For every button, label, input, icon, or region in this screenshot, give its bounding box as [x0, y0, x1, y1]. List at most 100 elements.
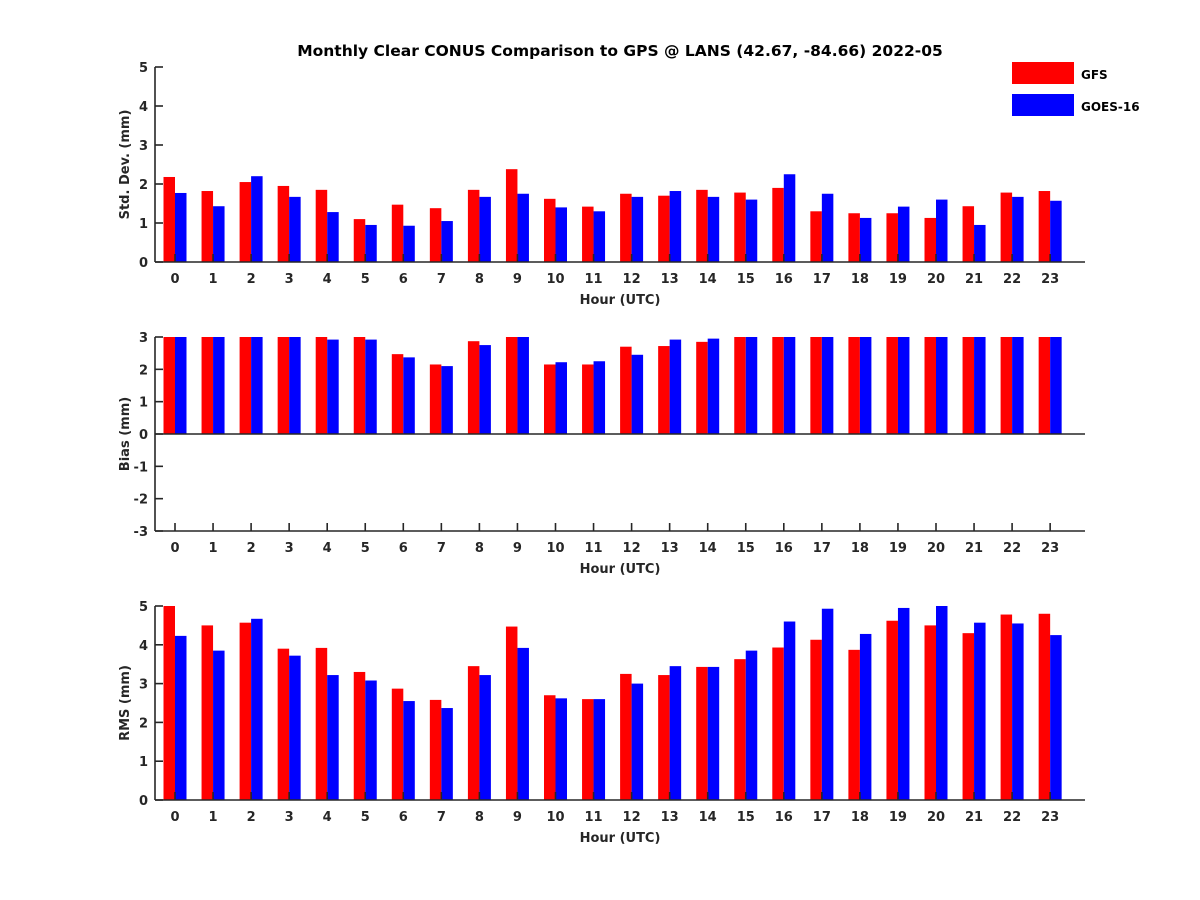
bias-bar-goes16-9: [517, 337, 529, 434]
bias-bar-goes16-20: [936, 337, 948, 434]
bias-bar-gfs-19: [886, 337, 898, 434]
rms-xtick-label: 23: [1041, 810, 1059, 825]
rms-bar-gfs-16: [772, 647, 784, 800]
bias-xtick-label: 10: [546, 541, 564, 556]
rms-bar-gfs-11: [582, 699, 594, 800]
std-dev-ytick-label: 5: [139, 61, 148, 76]
std-dev-bar-gfs-4: [315, 189, 328, 262]
bias-bar-gfs-9: [505, 337, 518, 434]
bias-bar-goes16-4: [327, 339, 339, 434]
rms-bar-goes16-10: [555, 698, 567, 800]
std-dev-bar-goes16-23: [1050, 200, 1062, 262]
std-dev-bar-goes16-5: [365, 224, 377, 262]
rms-bar-gfs-5: [353, 671, 366, 800]
bias-bar-goes16-16: [783, 337, 796, 434]
bias-xtick-label: 17: [813, 541, 831, 556]
std-dev-xtick-label: 4: [323, 272, 332, 287]
bias-xtick-label: 19: [889, 541, 907, 556]
bias-bar-gfs-18: [848, 337, 860, 434]
bias-bar-gfs-13: [658, 346, 670, 434]
rms-bar-goes16-14: [707, 666, 720, 800]
bias-xtick-label: 11: [585, 541, 603, 556]
std-dev-ytick-label: 1: [139, 217, 148, 232]
std-dev-bar-gfs-5: [353, 219, 366, 262]
rms-bar-goes16-8: [479, 675, 491, 800]
rms-bar-gfs-8: [467, 666, 480, 800]
rms-bar-goes16-4: [327, 675, 339, 800]
rms-bar-gfs-2: [239, 622, 252, 800]
bias-xtick-label: 23: [1041, 541, 1059, 556]
rms-xtick-label: 15: [737, 810, 755, 825]
rms-bar-goes16-12: [631, 683, 644, 800]
std-dev-bar-goes16-11: [593, 211, 606, 262]
std-dev-xtick-label: 22: [1003, 272, 1021, 287]
std-dev-bar-gfs-16: [772, 187, 784, 262]
rms-ytick-label: 2: [139, 716, 148, 731]
std-dev-bar-gfs-10: [544, 198, 556, 262]
legend-label-gfs: GFS: [1081, 68, 1108, 82]
std-dev-xtick-label: 7: [437, 272, 446, 287]
rms-bar-goes16-18: [859, 633, 872, 800]
std-dev-xtick-label: 0: [170, 272, 179, 287]
bias-xtick-label: 16: [775, 541, 793, 556]
rms-xtick-label: 11: [585, 810, 603, 825]
rms-xtick-label: 3: [285, 810, 294, 825]
rms-bar-gfs-20: [924, 625, 936, 800]
rms-bar-goes16-7: [441, 708, 453, 800]
bias-bar-goes16-11: [593, 361, 606, 434]
rms-bar-goes16-15: [745, 650, 758, 800]
rms-xtick-label: 22: [1003, 810, 1021, 825]
rms-ytick-label: 5: [139, 600, 148, 615]
std-dev-bar-goes16-4: [327, 212, 339, 262]
bias-bar-goes16-10: [555, 362, 567, 434]
rms-xtick-label: 6: [399, 810, 408, 825]
rms-ytick-label: 3: [139, 678, 148, 693]
rms-bar-gfs-19: [886, 620, 898, 800]
bias-xtick-label: 3: [285, 541, 294, 556]
rms-bar-gfs-0: [163, 606, 175, 800]
bias-bar-gfs-11: [582, 364, 594, 434]
rms-bar-goes16-5: [365, 680, 377, 800]
std-dev-xtick-label: 14: [699, 272, 717, 287]
bias-bar-goes16-21: [974, 337, 986, 434]
bias-bar-gfs-22: [1000, 337, 1013, 434]
bias-xtick-label: 6: [399, 541, 408, 556]
bias-xtick-label: 20: [927, 541, 945, 556]
std-dev-bar-goes16-22: [1012, 196, 1024, 262]
bias-ylabel: Bias (mm): [118, 397, 133, 471]
rms-bar-gfs-3: [277, 648, 290, 800]
std-dev-bar-goes16-3: [289, 196, 301, 262]
std-dev-bar-gfs-17: [810, 211, 822, 262]
rms-xtick-label: 13: [661, 810, 679, 825]
rms-bar-goes16-17: [821, 608, 834, 800]
bias-xtick-label: 7: [437, 541, 446, 556]
rms-bar-goes16-0: [175, 635, 187, 800]
bias-ytick-label: 0: [139, 428, 148, 443]
rms-bar-goes16-2: [251, 618, 263, 800]
std-dev-xtick-label: 1: [209, 272, 218, 287]
std-dev-xtick-label: 8: [475, 272, 484, 287]
std-dev-bar-gfs-8: [467, 189, 480, 262]
bias-xtick-label: 15: [737, 541, 755, 556]
rms-xtick-label: 20: [927, 810, 945, 825]
std-dev-bar-gfs-20: [924, 217, 936, 262]
std-dev-bar-goes16-6: [403, 225, 415, 262]
std-dev-bar-gfs-11: [582, 206, 594, 262]
std-dev-ylabel: Std. Dev. (mm): [118, 110, 133, 220]
rms-ytick-label: 0: [139, 794, 148, 809]
std-dev-bar-goes16-9: [517, 193, 529, 262]
std-dev-bar-gfs-13: [658, 195, 670, 262]
std-dev-ytick-label: 3: [139, 139, 148, 154]
std-dev-bar-goes16-16: [783, 174, 796, 262]
bias-bar-gfs-20: [924, 337, 936, 434]
rms-bar-goes16-20: [936, 606, 948, 800]
std-dev-xtick-label: 23: [1041, 272, 1059, 287]
std-dev-xtick-label: 20: [927, 272, 945, 287]
rms-xtick-label: 16: [775, 810, 793, 825]
bias-bar-gfs-6: [391, 354, 404, 434]
std-dev-bar-gfs-15: [734, 192, 746, 262]
std-dev-xtick-label: 9: [513, 272, 522, 287]
rms-ylabel: RMS (mm): [118, 665, 133, 741]
